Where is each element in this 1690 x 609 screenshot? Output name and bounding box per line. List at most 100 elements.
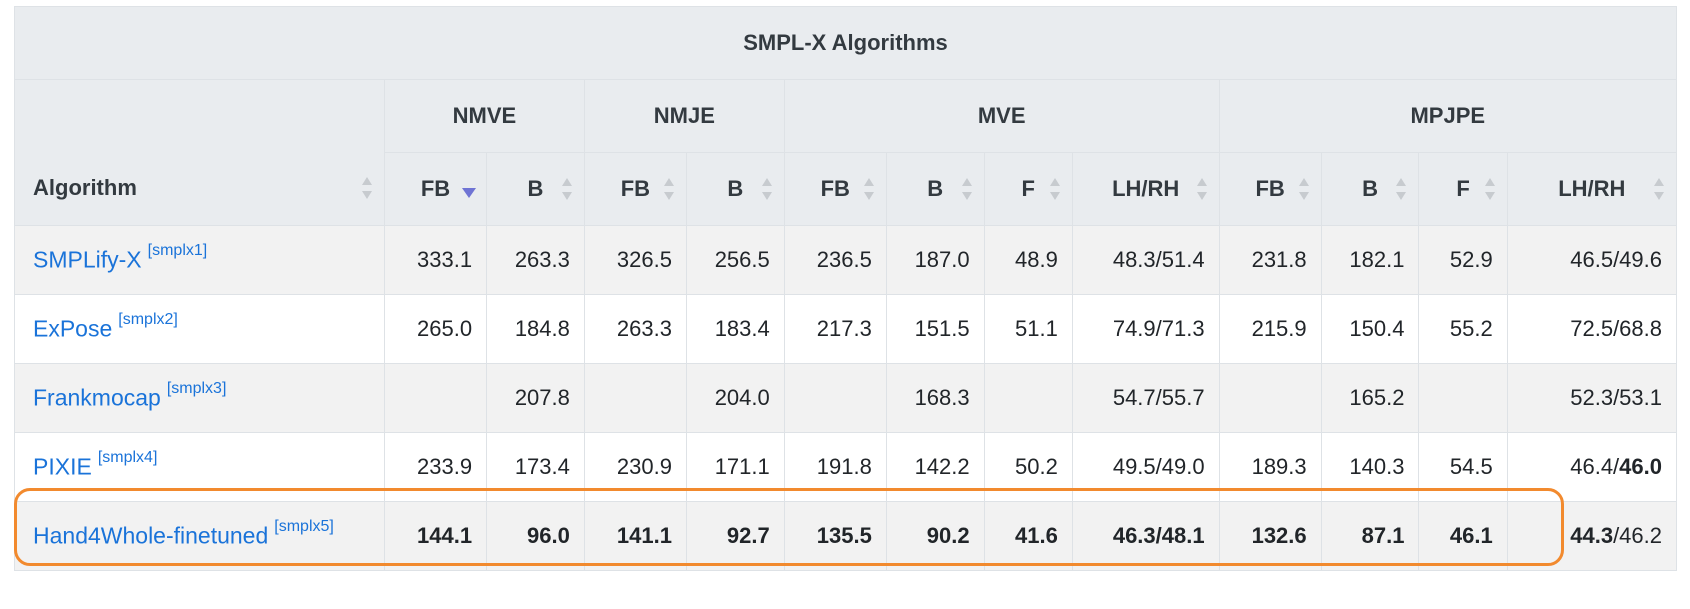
sort-arrows-icon: [663, 178, 674, 200]
sort-arrows-icon: [961, 178, 972, 200]
table-cell: 74.9/71.3: [1071, 294, 1220, 364]
table-cell: 182.1: [1320, 225, 1420, 295]
smplx-algorithms-table: SMPL-X Algorithms Algorithm NMVE NMJE MV…: [14, 6, 1678, 571]
table-cell: [983, 363, 1073, 433]
table-cell: 165.2: [1320, 363, 1420, 433]
algorithm-link[interactable]: Hand4Whole-finetuned: [33, 522, 269, 549]
algorithm-link[interactable]: ExPose: [33, 315, 113, 342]
table-row: Frankmocap [smplx3] 207.8 204.0 168.3 54.7/55…: [14, 363, 1678, 433]
table-cell: 46.3/48.1: [1071, 501, 1220, 571]
column-header-9[interactable]: B: [1320, 152, 1420, 226]
table-cell: 96.0: [486, 501, 585, 571]
column-header-label: FB: [820, 176, 850, 201]
table-cell: 135.5: [783, 501, 887, 571]
column-header-5[interactable]: B: [885, 152, 985, 226]
algorithm-link[interactable]: SMPLify-X: [33, 246, 142, 273]
algorithm-cell: PIXIE [smplx4]: [14, 432, 385, 502]
sort-arrows-icon: [1196, 178, 1207, 200]
table-cell: [383, 363, 488, 433]
table-row: Hand4Whole-finetuned [smplx5] 144.1 96.0 141…: [14, 501, 1678, 571]
table-cell: 236.5: [783, 225, 887, 295]
group-header-nmje: NMJE: [583, 79, 785, 153]
table-cell: 265.0: [383, 294, 488, 364]
table-cell: 46.5/49.6: [1506, 225, 1678, 295]
citation-link[interactable]: [smplx1]: [147, 242, 208, 260]
column-header-1[interactable]: B: [486, 152, 585, 226]
sort-arrows-icon: [1049, 178, 1060, 200]
column-header-label: F: [1456, 176, 1470, 201]
table-cell: 184.8: [486, 294, 585, 364]
column-header-label: F: [1021, 176, 1035, 201]
table-cell: 207.8: [486, 363, 585, 433]
sort-arrows-icon: [1298, 178, 1309, 200]
table-cell: 263.3: [486, 225, 585, 295]
algorithm-cell: Frankmocap [smplx3]: [14, 363, 385, 433]
column-header-label: LH/RH: [1112, 176, 1180, 201]
table-cell: 144.1: [383, 501, 488, 571]
table-cell: 173.4: [486, 432, 585, 502]
column-header-10[interactable]: F: [1418, 152, 1508, 226]
table-cell: [1418, 363, 1508, 433]
table-cell: 51.1: [983, 294, 1073, 364]
citation-link[interactable]: [smplx3]: [166, 380, 227, 398]
citation-link[interactable]: [smplx4]: [97, 449, 158, 467]
table-cell: 168.3: [885, 363, 985, 433]
table-cell: 48.3/51.4: [1071, 225, 1220, 295]
citation-link[interactable]: [smplx2]: [118, 311, 178, 329]
table-cell: 191.8: [783, 432, 887, 502]
sort-arrows-icon: [863, 178, 874, 200]
group-header-mpjpe: MPJPE: [1218, 79, 1678, 153]
sort-desc-icon: [462, 178, 477, 200]
table-cell: [1218, 363, 1322, 433]
table-cell: 141.1: [583, 501, 687, 571]
table-cell: 46.1: [1418, 501, 1508, 571]
table-row: PIXIE [smplx4] 233.9 173.4 230.9 171.1 191.8 14…: [14, 432, 1678, 502]
column-header-7[interactable]: LH/RH: [1071, 152, 1220, 226]
table-cell: 87.1: [1320, 501, 1420, 571]
table-cell: 326.5: [583, 225, 687, 295]
column-header-0[interactable]: FB: [383, 152, 488, 226]
column-header-label: FB: [420, 176, 451, 201]
column-header-label: B: [927, 176, 944, 201]
column-header-label: Algorithm: [33, 175, 137, 200]
table-title: SMPL-X Algorithms: [14, 6, 1677, 80]
column-header-3[interactable]: B: [685, 152, 785, 226]
table-cell: 50.2: [983, 432, 1073, 502]
column-header-label: LH/RH: [1558, 176, 1626, 201]
column-header-4[interactable]: FB: [783, 152, 887, 226]
column-header-label: B: [527, 176, 544, 201]
table-cell: 41.6: [983, 501, 1073, 571]
table-row: SMPLify-X [smplx1] 333.1 263.3 326.5 256.5 236…: [14, 225, 1678, 295]
column-header-label: B: [727, 176, 744, 201]
sort-arrows-icon: [761, 178, 772, 200]
algorithm-link[interactable]: PIXIE: [33, 453, 92, 480]
table-cell: 151.5: [885, 294, 985, 364]
sort-arrows-icon: [1484, 178, 1495, 200]
column-header-algorithm[interactable]: Algorithm: [14, 79, 385, 226]
table-cell: 189.3: [1218, 432, 1322, 502]
column-header-label: FB: [620, 176, 651, 201]
citation-link[interactable]: [smplx5]: [274, 518, 334, 536]
algorithm-link[interactable]: Frankmocap: [33, 384, 161, 411]
sort-arrows-icon: [1396, 178, 1407, 200]
table-cell: 54.5: [1418, 432, 1508, 502]
table-cell: 48.9: [983, 225, 1073, 295]
sort-arrows-icon: [1654, 178, 1664, 200]
table-cell: 92.7: [685, 501, 785, 571]
table-cell: 217.3: [783, 294, 887, 364]
column-header-label: B: [1362, 176, 1378, 201]
column-header-6[interactable]: F: [983, 152, 1073, 226]
table-row: ExPose [smplx2] 265.0 184.8 263.3 183.4 217.3 1…: [14, 294, 1678, 364]
table-cell: 142.2: [885, 432, 985, 502]
column-header-8[interactable]: FB: [1218, 152, 1322, 226]
sort-arrows-icon: [561, 178, 572, 200]
table-cell: 230.9: [583, 432, 687, 502]
table-cell: 132.6: [1218, 501, 1322, 571]
column-header-2[interactable]: FB: [583, 152, 687, 226]
table-cell: 55.2: [1418, 294, 1508, 364]
table-cell: 90.2: [885, 501, 985, 571]
algorithm-cell: SMPLify-X [smplx1]: [14, 225, 385, 295]
table-cell: 72.5/68.8: [1506, 294, 1678, 364]
column-header-11[interactable]: LH/RH: [1506, 152, 1678, 226]
group-header-nmve: NMVE: [384, 79, 585, 153]
